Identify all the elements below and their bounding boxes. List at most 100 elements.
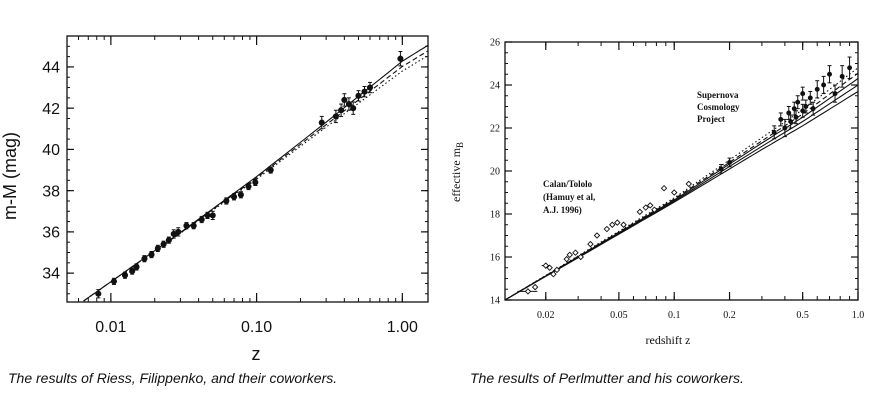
model-curve-solid (504, 78, 859, 301)
scp-label-line-3: Project (697, 114, 725, 124)
data-marker (165, 237, 172, 244)
scp-point (814, 80, 820, 99)
scp-label-line-2: Cosmology (697, 102, 740, 112)
x-tick-label: 0.05 (610, 310, 628, 321)
data-marker (827, 71, 832, 77)
data-marker (718, 166, 724, 172)
supernova-cosmology-project-label: Supernova Cosmology Project (697, 90, 740, 124)
data-marker (175, 228, 182, 235)
scp-point (786, 106, 792, 120)
data-marker (642, 204, 649, 211)
scp-point (795, 95, 801, 110)
data-marker (782, 125, 788, 131)
data-marker (727, 159, 732, 165)
calan-point (685, 180, 693, 188)
riess-axis-ticks: 0.01 0.10 1.00 34 36 38 40 42 44 (42, 36, 428, 336)
data-marker (355, 92, 362, 99)
perlmutter-data-points (517, 56, 853, 295)
riess-point (223, 197, 230, 205)
data-marker (542, 262, 550, 269)
x-tick-label: 0.01 (95, 319, 126, 336)
scp-point (718, 164, 724, 174)
scp-point (788, 114, 794, 129)
calan-point (609, 221, 616, 228)
data-marker (198, 216, 205, 223)
riess-point (175, 227, 182, 237)
data-marker (397, 55, 404, 62)
riess-data-points (95, 50, 404, 299)
riess-y-axis-label: m-M (mag) (0, 132, 20, 220)
data-marker (95, 290, 102, 297)
scp-point (810, 101, 816, 116)
scp-point (778, 112, 784, 127)
calan-point (614, 219, 621, 226)
perlmutter-axis-ticks: 0.02 0.05 0.1 0.2 0.5 1.0 14 16 18 20 22 24 26 (490, 38, 864, 322)
y-tick-label: 34 (42, 266, 60, 283)
data-marker (110, 278, 118, 285)
riess-point (350, 101, 357, 115)
data-marker (121, 272, 129, 279)
riess-point (355, 90, 362, 102)
data-marker (183, 222, 190, 229)
perlmutter-caption: The results of Perlmutter and his cowork… (470, 370, 744, 386)
data-marker (788, 119, 794, 125)
perlmutter-x-axis-label-text: redshift z (646, 333, 691, 347)
riess-point (160, 240, 167, 248)
y-tick-label: 20 (490, 167, 500, 178)
x-tick-label: 0.5 (796, 310, 809, 321)
data-marker (791, 106, 797, 112)
data-marker (651, 206, 658, 213)
data-marker (332, 113, 339, 120)
data-marker (614, 219, 621, 226)
scp-point (727, 157, 732, 168)
calan-point (541, 262, 550, 269)
riess-point (237, 191, 244, 199)
perlmutter-y-axis-label-text: effective m (449, 147, 463, 202)
perlmutter-chart: 0.02 0.05 0.1 0.2 0.5 1.0 14 16 18 20 22 24 26 redsh… (449, 38, 864, 348)
calan-point (593, 232, 601, 239)
riess-point (198, 215, 205, 224)
riess-point (361, 86, 368, 98)
riess-point (148, 250, 155, 259)
perlmutter-x-axis-label: redshift z (646, 333, 691, 347)
scp-point (827, 65, 832, 84)
calan-point (572, 249, 579, 256)
calan-point (553, 266, 561, 274)
data-marker (318, 119, 325, 126)
data-marker (778, 116, 784, 122)
model-curve-solid (504, 84, 859, 301)
data-marker (793, 114, 799, 120)
calan-point (531, 283, 539, 291)
riess-point (332, 109, 339, 124)
scp-point (793, 110, 799, 125)
riess-point (230, 193, 238, 201)
data-marker (129, 268, 136, 275)
calan-point (603, 225, 611, 233)
data-marker (566, 251, 573, 259)
calan-point (646, 202, 654, 209)
riess-point (190, 222, 197, 230)
x-tick-label: 1.0 (852, 310, 865, 321)
data-marker (803, 104, 809, 109)
data-marker (190, 222, 197, 229)
data-marker (345, 100, 352, 108)
model-curve-solid (83, 44, 429, 302)
perlmutter-y-axis-label: effective mB (449, 142, 465, 202)
scp-point (782, 118, 788, 138)
data-marker (361, 88, 368, 95)
calan-point (651, 206, 658, 213)
scp-point (771, 125, 777, 140)
scp-label-line-1: Supernova (697, 90, 739, 100)
data-marker (593, 232, 601, 239)
y-tick-label: 44 (42, 60, 60, 77)
calan-point (636, 208, 644, 216)
data-marker (572, 249, 579, 256)
y-tick-label: 18 (490, 210, 500, 221)
calan-label-line-3: A.J. 1996) (543, 205, 582, 215)
calan-point (587, 240, 594, 248)
perlmutter-plot-frame (504, 41, 859, 301)
riess-point (141, 255, 148, 263)
data-marker (814, 86, 820, 92)
data-marker (832, 91, 838, 97)
